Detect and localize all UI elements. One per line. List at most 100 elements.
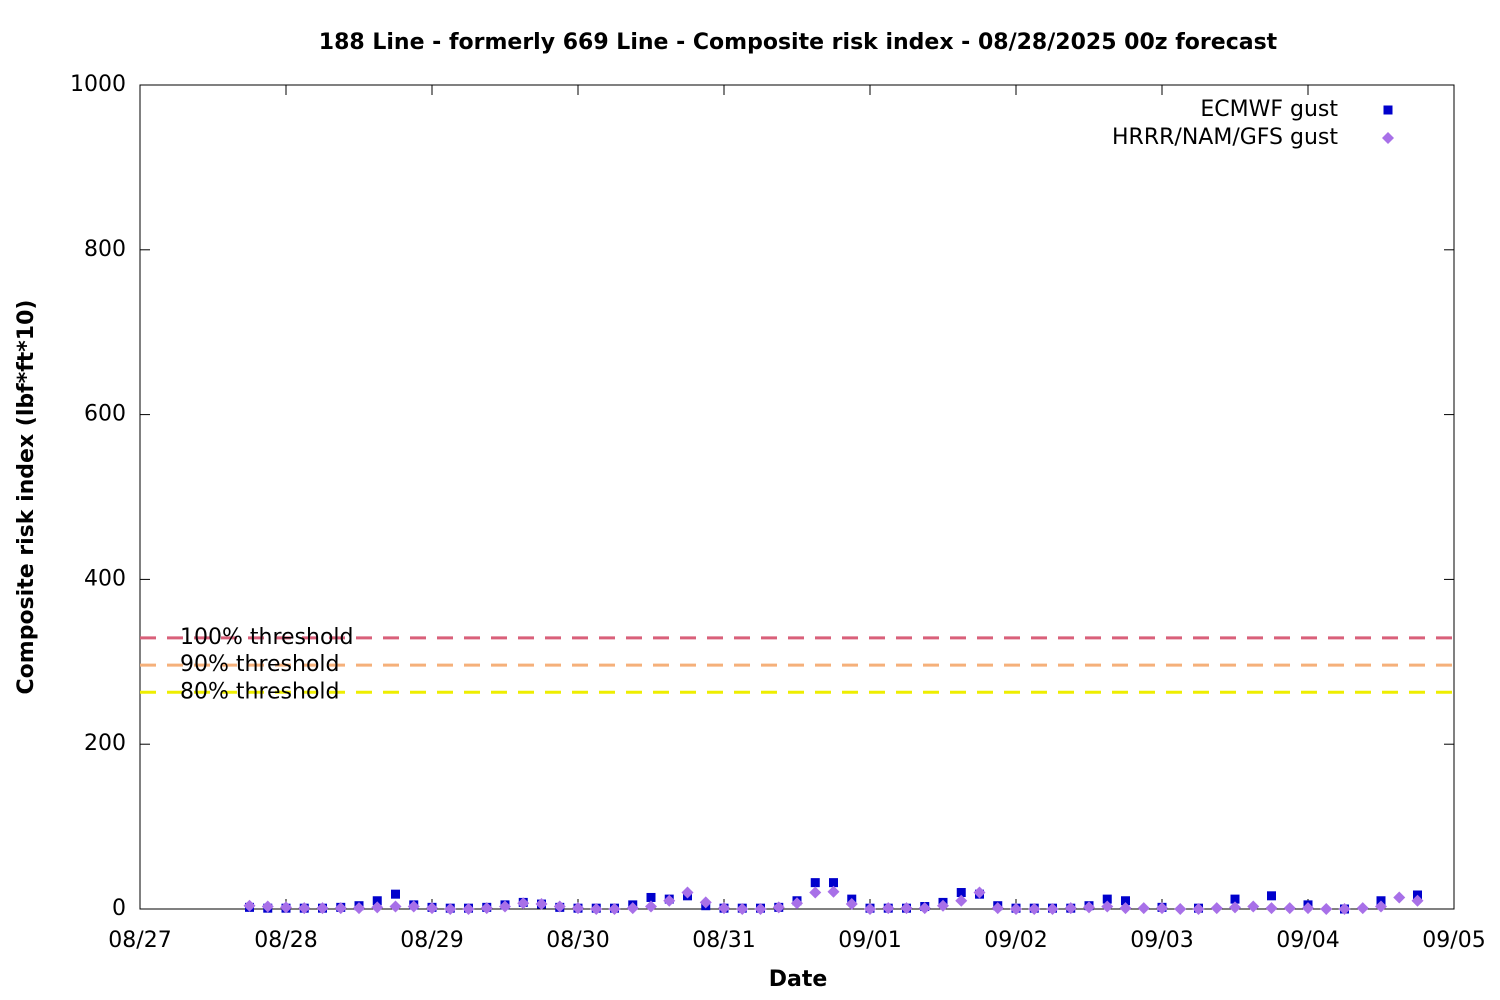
data-point (298, 902, 311, 915)
data-point (389, 900, 402, 913)
data-point (1375, 900, 1387, 913)
chart-title: 188 Line - formerly 669 Line - Composite… (319, 30, 1278, 55)
data-point (645, 900, 657, 913)
data-point (372, 896, 382, 906)
data-point (1046, 903, 1059, 915)
data-point (882, 902, 895, 915)
data-point (1174, 903, 1187, 915)
data-point (499, 900, 511, 913)
data-point (864, 903, 876, 915)
data-point (1192, 903, 1205, 915)
data-point (1320, 903, 1333, 915)
data-point (572, 902, 584, 915)
data-point (426, 902, 438, 915)
threshold-label: 100% threshold (180, 625, 354, 650)
data-point (261, 900, 274, 913)
x-tick-label: 08/27 (108, 928, 171, 953)
data-point (334, 902, 347, 915)
data-point (371, 901, 384, 914)
data-point (1137, 902, 1150, 915)
data-point (973, 886, 986, 899)
data-point (517, 897, 530, 910)
data-point (956, 888, 966, 898)
data-point (1121, 896, 1130, 906)
data-point (1010, 903, 1022, 915)
legend-label: ECMWF gust (1200, 97, 1338, 122)
y-tick-label: 1000 (70, 72, 126, 97)
data-point (1230, 894, 1240, 904)
data-point (316, 902, 329, 915)
data-point (810, 878, 820, 888)
data-point (1119, 902, 1132, 915)
data-point (590, 903, 603, 915)
data-point (809, 886, 822, 899)
x-tick-label: 08/30 (546, 928, 609, 953)
data-point (1247, 900, 1260, 913)
data-point (1411, 894, 1424, 907)
data-point (1028, 903, 1041, 915)
x-tick-label: 08/31 (692, 928, 755, 953)
data-point (955, 894, 968, 907)
data-point (663, 894, 676, 907)
data-point (1102, 894, 1112, 904)
x-tick-label: 09/03 (1130, 928, 1193, 953)
y-tick-label: 600 (84, 402, 126, 427)
data-point (480, 902, 493, 915)
data-point (900, 902, 913, 915)
data-point (736, 903, 749, 915)
data-point (1156, 902, 1168, 915)
data-point (280, 901, 292, 914)
data-point (1101, 900, 1114, 913)
data-point (391, 889, 400, 899)
data-point (535, 898, 548, 911)
y-tick-label: 400 (84, 566, 126, 591)
y-axis-label: Composite risk index (lbf*ft*10) (14, 300, 39, 695)
data-point (754, 903, 767, 915)
data-point (1229, 901, 1241, 914)
data-point (444, 903, 457, 915)
data-point (1083, 901, 1095, 914)
data-point (791, 897, 803, 910)
data-point (1283, 902, 1296, 915)
data-point (1393, 891, 1406, 904)
legend-marker (1383, 105, 1393, 115)
data-point (462, 903, 475, 915)
x-tick-label: 09/01 (838, 928, 901, 953)
data-point (1064, 902, 1077, 915)
threshold-label: 80% threshold (180, 679, 340, 704)
y-tick-label: 200 (84, 731, 126, 756)
data-point (1338, 903, 1351, 915)
data-point (243, 899, 256, 912)
data-point (407, 900, 420, 913)
x-tick-label: 09/04 (1276, 928, 1339, 953)
data-point (937, 899, 949, 912)
threshold-label: 90% threshold (180, 652, 340, 677)
data-point (918, 902, 931, 915)
x-tick-label: 09/02 (984, 928, 1047, 953)
data-point (845, 898, 858, 911)
data-point (646, 892, 656, 902)
data-point (1302, 902, 1314, 915)
y-tick-label: 0 (112, 896, 126, 921)
data-point (699, 896, 712, 909)
x-tick-label: 08/28 (254, 928, 317, 953)
data-point (772, 901, 785, 914)
data-point (608, 903, 621, 915)
data-point (353, 902, 365, 915)
data-point (718, 902, 730, 915)
data-point (1210, 902, 1223, 915)
data-point (1267, 891, 1276, 901)
x-tick-label: 08/29 (400, 928, 463, 953)
y-tick-label: 800 (84, 237, 126, 262)
legend-label: HRRR/NAM/GFS gust (1112, 125, 1338, 150)
x-tick-label: 09/05 (1422, 928, 1485, 953)
x-axis-label: Date (769, 967, 828, 992)
data-point (1356, 902, 1369, 915)
data-point (626, 902, 639, 915)
legend-marker (1382, 132, 1394, 144)
data-point (553, 900, 566, 913)
data-point (991, 902, 1004, 915)
data-point (829, 878, 838, 888)
